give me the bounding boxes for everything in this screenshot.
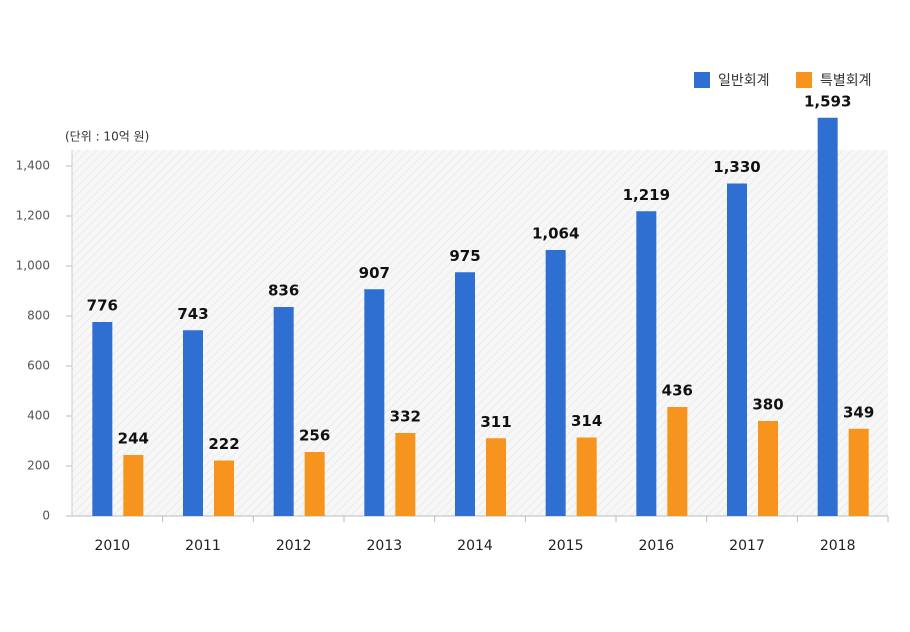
value-label: 314 xyxy=(571,412,602,430)
bar xyxy=(667,407,688,516)
bar xyxy=(758,421,778,516)
bar xyxy=(455,272,475,516)
value-label: 1,219 xyxy=(623,186,670,204)
value-label: 244 xyxy=(118,430,149,448)
bar xyxy=(727,183,747,516)
x-tick-label: 2012 xyxy=(276,538,312,554)
value-label: 1,064 xyxy=(532,225,579,243)
x-tick-label: 2013 xyxy=(367,538,403,554)
bar xyxy=(486,438,506,516)
x-tick-label: 2010 xyxy=(95,538,131,554)
bar xyxy=(545,250,566,516)
bar xyxy=(395,433,416,516)
plot-background xyxy=(72,150,888,516)
value-label: 332 xyxy=(390,408,421,426)
bar xyxy=(214,460,234,516)
bar xyxy=(576,437,597,516)
bar xyxy=(304,452,325,516)
y-tick-label: 400 xyxy=(27,409,50,423)
value-label: 222 xyxy=(208,435,239,453)
bar xyxy=(636,211,657,516)
x-tick-label: 2011 xyxy=(185,538,221,554)
x-tick-label: 2017 xyxy=(729,538,765,554)
y-tick-label: 1,400 xyxy=(16,159,50,173)
y-tick-label: 600 xyxy=(27,359,50,373)
y-tick-label: 200 xyxy=(27,459,50,473)
y-tick-label: 0 xyxy=(42,509,50,523)
bar xyxy=(183,330,203,516)
value-label: 975 xyxy=(449,247,480,265)
bar xyxy=(92,322,113,516)
value-label: 1,593 xyxy=(804,92,851,110)
value-label: 1,330 xyxy=(713,158,760,176)
value-label: 776 xyxy=(87,297,118,315)
bar xyxy=(848,428,869,516)
value-label: 743 xyxy=(177,305,208,323)
value-label: 836 xyxy=(268,282,299,300)
x-tick-label: 2016 xyxy=(639,538,675,554)
x-tick-label: 2018 xyxy=(820,538,856,554)
value-label: 907 xyxy=(359,264,390,282)
y-tick-label: 800 xyxy=(27,309,50,323)
x-tick-label: 2015 xyxy=(548,538,584,554)
legend-label: 특별회계 xyxy=(820,73,872,89)
bar xyxy=(364,289,385,516)
bar xyxy=(273,307,294,516)
value-label: 380 xyxy=(752,396,783,414)
unit-label: (단위 : 10억 원) xyxy=(65,130,149,144)
value-label: 311 xyxy=(480,413,511,431)
x-tick-label: 2014 xyxy=(457,538,493,554)
value-label: 349 xyxy=(843,403,874,421)
legend-label: 일반회계 xyxy=(718,73,770,89)
bar xyxy=(123,455,144,516)
legend-swatch xyxy=(796,72,812,88)
legend-swatch xyxy=(694,72,710,88)
value-label: 256 xyxy=(299,427,330,445)
value-label: 436 xyxy=(662,382,693,400)
y-tick-label: 1,200 xyxy=(16,209,50,223)
bar xyxy=(817,117,838,516)
y-tick-label: 1,000 xyxy=(16,259,50,273)
